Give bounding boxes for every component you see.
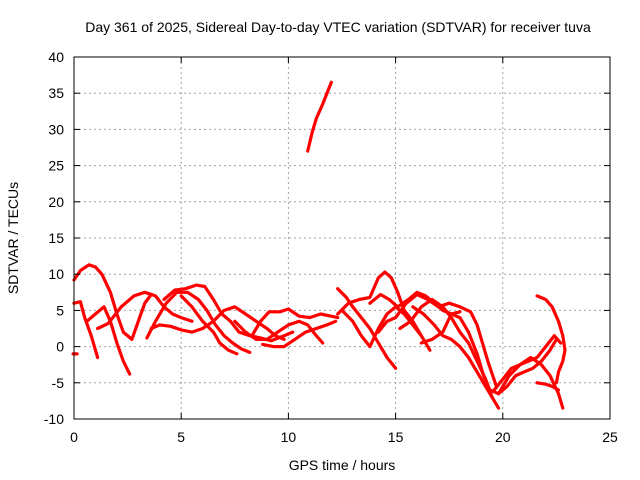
y-tick-label: 20: [48, 194, 64, 210]
series-line-track-12: [261, 319, 338, 349]
x-tick-label: 5: [177, 429, 185, 445]
series-line-track-7: [149, 305, 286, 341]
y-tick-label: -10: [44, 411, 64, 427]
series-line-track-18: [376, 292, 498, 388]
x-axis-label: GPS time / hours: [289, 457, 396, 473]
y-tick-label: 25: [48, 158, 64, 174]
series-line-track-9: [179, 294, 239, 356]
series-line-track-15: [336, 270, 432, 352]
series-line-track-25: [535, 294, 567, 385]
series-line-track-24: [535, 381, 561, 392]
y-tick-label: 15: [48, 230, 64, 246]
x-tick-label: 15: [388, 429, 404, 445]
y-tick-label: 5: [56, 302, 64, 318]
x-tick-label: 0: [70, 429, 78, 445]
series-line-track-5: [96, 290, 194, 331]
y-tick-label: 0: [56, 339, 64, 355]
series-line-track-3: [72, 300, 100, 360]
series-line-track-11: [250, 307, 340, 338]
series-line-track-13: [306, 80, 333, 153]
y-axis-label: SDTVAR / TECUs: [5, 182, 21, 294]
ticks: -10 -5 0 5 10 15 20 25 30 35 40 0 5 10 15 20 25: [44, 49, 618, 445]
series-group: [71, 80, 567, 410]
x-tick-label: 10: [281, 429, 297, 445]
x-tick-label: 20: [495, 429, 511, 445]
series-line-track-8: [162, 283, 295, 343]
series-line-track-2: [72, 263, 153, 341]
series-line-track-6: [145, 290, 252, 354]
x-tick-label: 25: [602, 429, 618, 445]
series-line-track-14: [336, 287, 398, 370]
y-tick-label: -5: [52, 375, 65, 391]
y-tick-label: 30: [48, 121, 64, 137]
grid: [74, 57, 610, 419]
y-tick-label: 40: [48, 49, 64, 65]
series-line-track-22: [492, 334, 563, 392]
series-line-track-20: [411, 305, 494, 399]
y-tick-label: 35: [48, 85, 64, 101]
y-tick-label: 10: [48, 266, 64, 282]
chart-title: Day 361 of 2025, Sidereal Day-to-day VTE…: [85, 19, 591, 35]
series-line-track-16: [340, 305, 423, 349]
series-line-track-21: [419, 312, 558, 396]
